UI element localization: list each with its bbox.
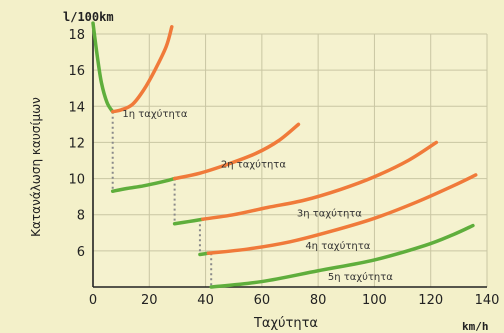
gear-5-economy-line (209, 223, 475, 289)
x-tick-label: 60 (254, 293, 271, 308)
gear-3-economy-line (172, 217, 205, 226)
gear-2-economy-line (110, 176, 177, 193)
gear-2-inefficient-line (172, 122, 301, 181)
y-unit-label: l/100km (63, 10, 114, 24)
gear-3-label: 3η ταχύτητα (297, 208, 362, 220)
y-tick-label: 12 (68, 136, 85, 151)
x-tick-label: 120 (418, 293, 443, 308)
gear-5-label: 5η ταχύτητα (328, 271, 393, 283)
axes (92, 30, 487, 288)
gear-1-label: 1η ταχύτητα (122, 108, 187, 120)
x-tick-label: 80 (310, 293, 327, 308)
y-tick-label: 16 (68, 64, 85, 79)
y-axis-title: Κατανάλωση καυσίμων (29, 97, 43, 237)
gear-3-inefficient-line (201, 140, 439, 221)
gear-2-label: 2η ταχύτητα (221, 159, 286, 171)
series (91, 21, 478, 289)
y-tick-label: 10 (68, 173, 85, 188)
y-tick-label: 18 (68, 28, 85, 43)
y-tick-label: 6 (77, 245, 85, 260)
x-axis-title: Ταχύτητα (253, 316, 318, 331)
y-tick-label: 14 (68, 100, 85, 115)
x-tick-label: 20 (141, 293, 158, 308)
gear-1-economy-line (91, 21, 115, 114)
x-tick-label: 0 (89, 293, 97, 308)
labels: l/100km km/h Ταχύτητα Κατανάλωση καυσίμω… (29, 10, 499, 333)
x-tick-label: 140 (475, 293, 500, 308)
gear-4-label: 4η ταχύτητα (305, 240, 370, 252)
gear-4-inefficient-line (206, 173, 478, 255)
y-tick-label: 8 (77, 209, 85, 224)
gear-1-inefficient-line (110, 25, 174, 114)
x-tick-label: 40 (197, 293, 214, 308)
x-tick-label: 100 (362, 293, 387, 308)
x-unit-label: km/h (462, 320, 489, 333)
grid (93, 33, 488, 287)
